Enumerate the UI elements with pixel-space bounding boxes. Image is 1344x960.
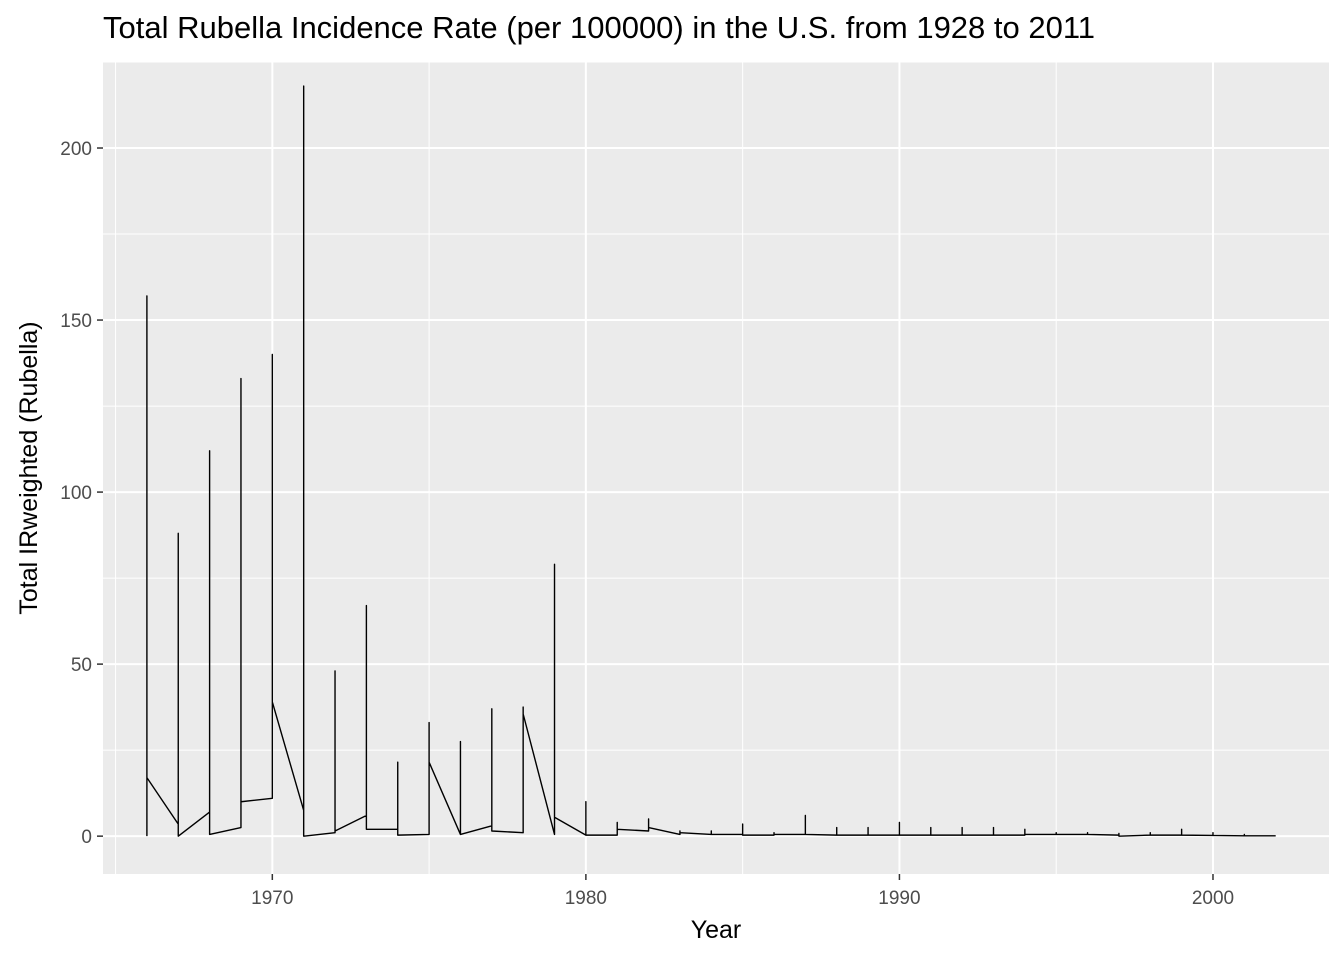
x-tick-label: 2000	[1192, 888, 1234, 909]
minor-gridlines	[103, 61, 1329, 874]
y-tick-label: 50	[71, 655, 92, 676]
x-tick-label: 1990	[878, 888, 920, 909]
plot-panel-background	[103, 62, 1329, 874]
y-tick-label: 100	[60, 483, 92, 504]
x-axis-title: Year	[691, 916, 742, 944]
y-tick-label: 150	[60, 311, 92, 332]
y-tick-label: 200	[60, 139, 92, 160]
series-layer	[146, 85, 1276, 837]
x-tick-label: 1970	[251, 888, 293, 909]
y-axis-title: Total IRweighted (Rubella)	[15, 321, 43, 614]
tick-labels: 1970 1980 1990 2000 0 50 100 150 200	[60, 139, 1234, 909]
series-line-1	[146, 85, 1276, 837]
axis-ticks	[97, 147, 1214, 880]
chart-title: Total Rubella Incidence Rate (per 100000…	[103, 10, 1096, 45]
x-tick-label: 1980	[565, 888, 607, 909]
y-tick-label: 0	[81, 827, 92, 848]
major-gridlines	[103, 62, 1329, 874]
